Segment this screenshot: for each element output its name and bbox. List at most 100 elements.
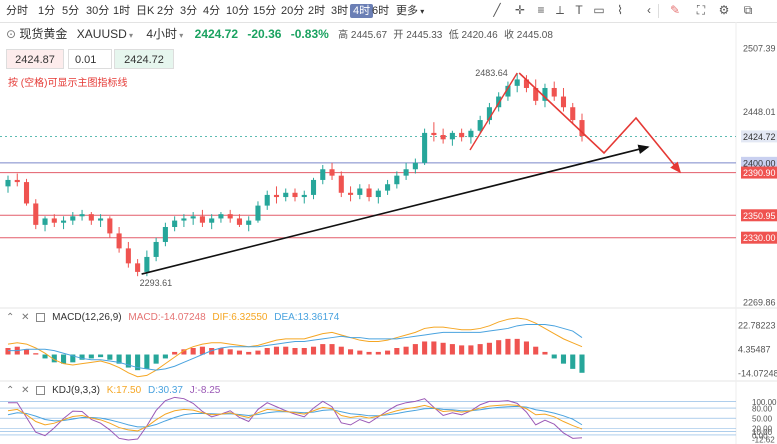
- timeframe-9[interactable]: 10分: [226, 5, 250, 17]
- macd-bar: [264, 348, 270, 355]
- toolbar-divider: [658, 4, 659, 18]
- edit-icon[interactable]: ✎: [669, 3, 681, 17]
- timeframe-14[interactable]: 4时: [350, 4, 374, 18]
- dea-line: [8, 324, 583, 371]
- lot-input[interactable]: 0.01: [68, 49, 112, 69]
- macd-bar: [70, 354, 76, 363]
- pattern-icon[interactable]: ⌇: [617, 3, 623, 17]
- dea-value: DEA:13.36174: [274, 312, 340, 323]
- timeframe-8[interactable]: 4分: [203, 5, 221, 17]
- screenshot-icon[interactable]: ⧉: [743, 3, 753, 17]
- macd-bar: [33, 353, 39, 355]
- sell-button[interactable]: 2424.87: [6, 49, 64, 69]
- kdj-tick-label: 80.00: [752, 405, 773, 414]
- timeframe-13[interactable]: 3时: [331, 5, 349, 17]
- timeframe-16[interactable]: 更多: [396, 4, 424, 18]
- kdj-tick-label: -12.62: [752, 436, 775, 444]
- candle: [135, 263, 141, 272]
- open-value: 开 2445.33: [393, 30, 443, 41]
- macd-bar: [468, 345, 474, 355]
- collapse-icon[interactable]: ‹: [647, 3, 651, 17]
- shapes-icon[interactable]: ▭: [593, 3, 605, 17]
- buy-button[interactable]: 2424.72: [114, 49, 174, 69]
- kdj-tick-label: 10.00: [752, 428, 773, 437]
- lines-icon[interactable]: ≡: [537, 3, 545, 17]
- candle: [477, 120, 483, 131]
- candle: [431, 132, 437, 136]
- candle: [42, 218, 48, 225]
- price-tick-label: 2269.86: [743, 298, 776, 308]
- trend-line: [141, 144, 650, 275]
- candle: [320, 169, 326, 180]
- settings-icon[interactable]: ⚙: [718, 3, 730, 17]
- candle: [181, 218, 187, 221]
- candle: [486, 107, 492, 121]
- timeframe-10[interactable]: 15分: [253, 5, 277, 17]
- candle: [153, 241, 159, 257]
- candle: [468, 130, 474, 138]
- symbol-code[interactable]: XAUUSD: [77, 27, 133, 41]
- macd-bar: [560, 354, 567, 364]
- timeframe-5[interactable]: 日K: [136, 5, 155, 17]
- candle: [514, 79, 520, 86]
- indicator-hint: 按 (空格)可显示主图指标线: [8, 78, 128, 89]
- macd-bar: [505, 338, 511, 355]
- candle: [190, 216, 196, 219]
- macd-bar: [523, 341, 529, 355]
- close-pane-icon-kdj[interactable]: ✕: [21, 385, 30, 396]
- price-tick-label: 2448.01: [743, 107, 776, 117]
- candle: [551, 87, 557, 97]
- timeframe-11[interactable]: 20分: [281, 5, 305, 17]
- macd-bar: [320, 344, 326, 355]
- timeframe-7[interactable]: 3分: [180, 5, 198, 17]
- pane-settings-icon[interactable]: [36, 312, 46, 322]
- timeframe-12[interactable]: 2时: [308, 5, 326, 17]
- candle: [61, 220, 67, 223]
- symbol-timeframe[interactable]: 4小时: [146, 27, 183, 41]
- price-change: -20.36: [247, 27, 282, 41]
- candle: [273, 194, 280, 198]
- timeframe-1[interactable]: 1分: [38, 5, 56, 17]
- macd-bar: [366, 351, 372, 355]
- collapse-pane-icon[interactable]: ⌃: [6, 312, 15, 323]
- macd-tick-label: 4.35487: [738, 344, 771, 354]
- candle: [162, 226, 168, 242]
- crosshair-icon[interactable]: ✛: [514, 3, 526, 17]
- timeframe-6[interactable]: 2分: [157, 5, 175, 17]
- dif-line: [7, 317, 583, 378]
- kdj-tick-label: 50.00: [752, 415, 773, 424]
- macd-bar: [348, 349, 354, 355]
- timeframe-15[interactable]: 6时: [372, 5, 390, 17]
- collapse-pane-icon-kdj[interactable]: ⌃: [6, 385, 15, 396]
- macd-bar: [135, 354, 141, 371]
- candle: [440, 135, 446, 140]
- timeframe-2[interactable]: 5分: [62, 5, 80, 17]
- measure-icon[interactable]: ⟂: [555, 3, 564, 17]
- pane-settings-icon-kdj[interactable]: [36, 385, 46, 395]
- macd-bar: [579, 354, 585, 373]
- timeframe-0[interactable]: 分时: [6, 5, 28, 17]
- macd-bar: [79, 354, 85, 360]
- candle: [255, 205, 261, 221]
- trendline-icon[interactable]: ╱: [493, 3, 501, 17]
- candle: [542, 87, 548, 101]
- macd-bar: [486, 342, 492, 355]
- kdj-tick-label: 100.00: [752, 398, 777, 407]
- fullscreen-icon[interactable]: ⛶: [696, 3, 706, 17]
- candle: [560, 96, 567, 108]
- macd-bar: [162, 354, 168, 359]
- timeframe-3[interactable]: 30分: [86, 5, 110, 17]
- close-pane-icon[interactable]: ✕: [21, 312, 30, 323]
- k-line: [7, 404, 583, 432]
- macd-bar: [477, 344, 483, 355]
- macd-bar: [116, 354, 122, 364]
- timeframe-4[interactable]: 1时: [113, 5, 131, 17]
- macd-bar: [218, 348, 224, 355]
- symbol-name[interactable]: 现货黄金: [19, 27, 68, 41]
- macd-bar: [125, 354, 131, 368]
- text-icon[interactable]: T: [575, 3, 583, 17]
- candle: [357, 188, 363, 195]
- candle: [218, 214, 224, 219]
- macd-bar: [107, 354, 113, 360]
